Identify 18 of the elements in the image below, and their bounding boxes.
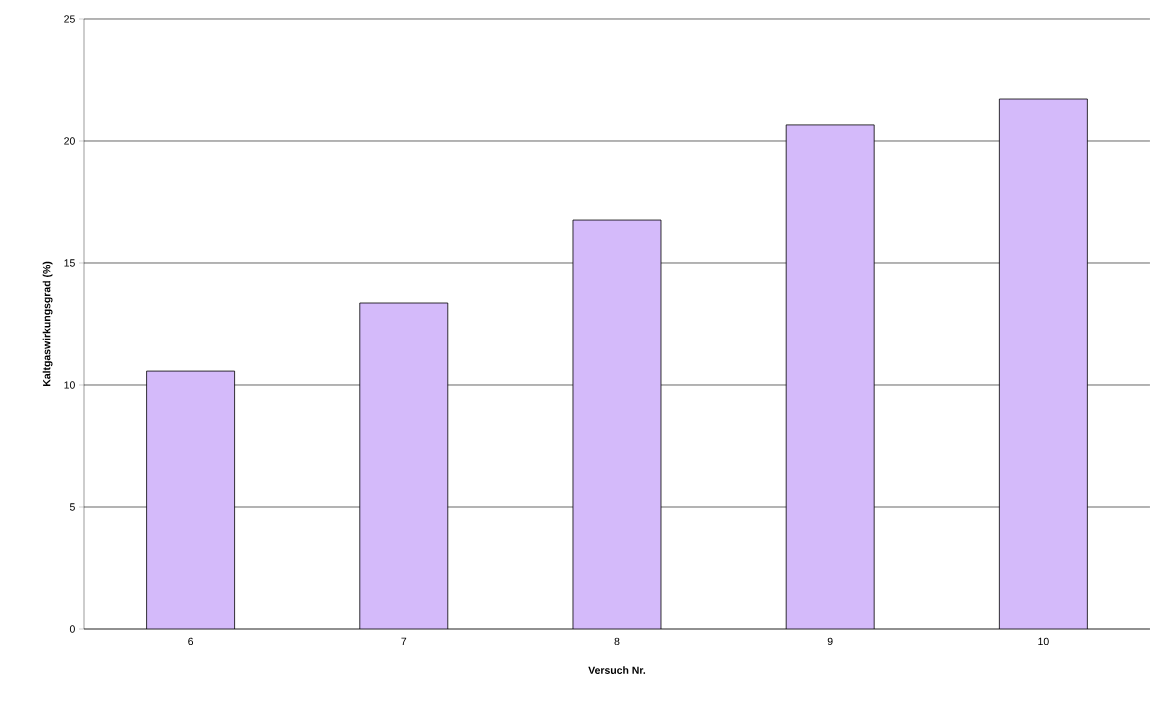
y-tick-label: 5	[69, 503, 75, 511]
bar	[572, 219, 662, 629]
y-tick-label: 25	[64, 15, 75, 23]
x-tick-label: 7	[401, 637, 407, 645]
y-tick-label: 20	[64, 137, 75, 145]
y-axis-title: Kaltgaswirkungsgrad (%)	[42, 261, 53, 387]
x-tick-label: 9	[827, 637, 833, 646]
y-tick-label: 0	[69, 625, 75, 633]
bar	[998, 98, 1088, 629]
y-tick-label: 10	[64, 381, 75, 389]
x-axis-title: Versuch Nr.	[588, 666, 646, 674]
x-tick-label: 10	[1038, 637, 1049, 646]
y-tick-label: 15	[64, 259, 75, 267]
bar	[146, 370, 235, 629]
bar	[359, 302, 449, 629]
x-tick-label: 6	[188, 637, 194, 646]
bar	[785, 124, 875, 629]
x-tick-label: 8	[614, 637, 620, 646]
